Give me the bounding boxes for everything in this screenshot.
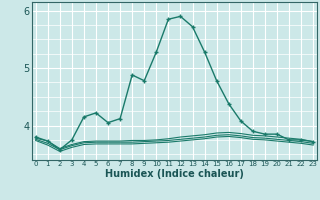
- X-axis label: Humidex (Indice chaleur): Humidex (Indice chaleur): [105, 169, 244, 179]
